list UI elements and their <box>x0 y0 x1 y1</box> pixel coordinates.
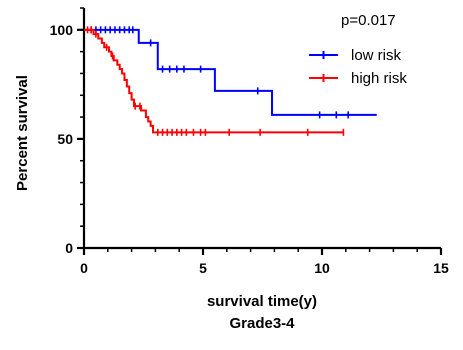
legend-item-high-risk: high risk <box>309 70 407 87</box>
legend-label-high-risk: high risk <box>351 70 407 87</box>
x-tick-label: 5 <box>199 260 207 276</box>
x-axis-title: survival time(y) <box>207 293 317 310</box>
y-axis-title: Percent survival <box>14 75 31 191</box>
legend-item-low-risk: low risk <box>309 47 402 64</box>
x-tick-label: 15 <box>433 260 449 276</box>
y-axis-ticks: 0 50 100 <box>50 7 84 256</box>
x-axis-subtitle: Grade3-4 <box>229 315 295 332</box>
x-axis-ticks: 0 5 10 15 <box>80 248 449 276</box>
y-tick-label: 100 <box>50 22 74 38</box>
p-value-annotation: p=0.017 <box>341 12 396 29</box>
x-tick-label: 10 <box>314 260 330 276</box>
survival-curve-low-risk <box>84 28 377 116</box>
legend-label-low-risk: low risk <box>351 47 402 64</box>
x-tick-label: 0 <box>80 260 88 276</box>
survival-curve-high-risk <box>84 28 344 134</box>
legend: low risk high risk <box>309 47 407 87</box>
y-tick-label: 50 <box>57 131 73 147</box>
plot-area: 0 50 100 0 5 10 15 <box>50 7 449 276</box>
series-high-risk <box>84 26 345 136</box>
series-low-risk <box>84 26 377 119</box>
series-layer <box>84 26 377 136</box>
y-tick-label: 0 <box>65 240 73 256</box>
